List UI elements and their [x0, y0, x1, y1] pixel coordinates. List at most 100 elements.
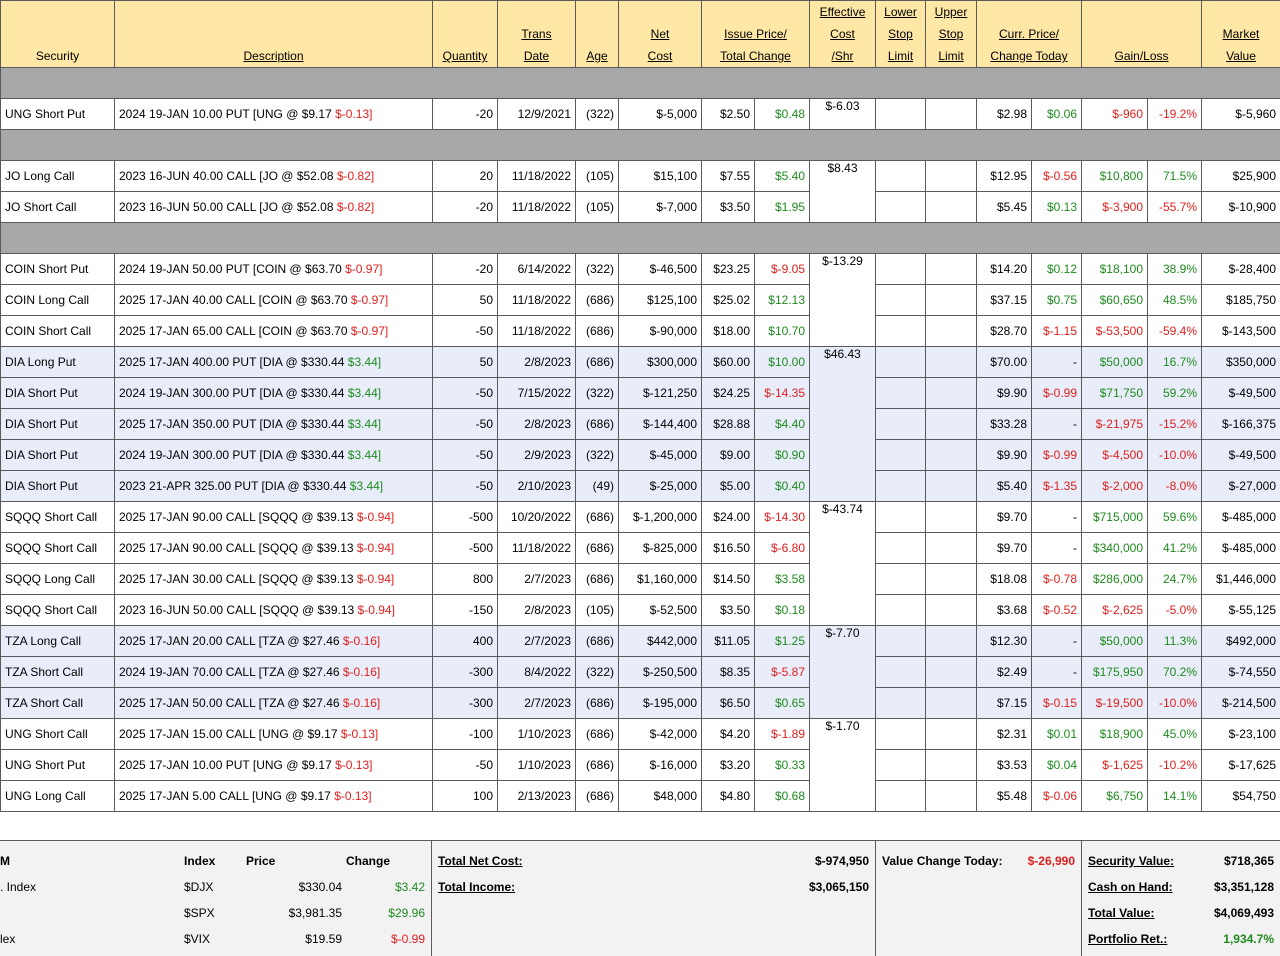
upper-stop-cell[interactable]	[926, 688, 977, 719]
quantity-cell: -50	[433, 378, 498, 409]
index-panel: M Index Price Change . Index $DJX $330.0…	[0, 841, 432, 956]
underlying-change: $-0.13]	[334, 789, 371, 803]
col-quantity[interactable]: Quantity	[433, 1, 498, 68]
description-text: 2025 17-JAN 400.00 PUT [DIA @ $330.44	[119, 355, 344, 369]
col-description[interactable]: Description	[115, 1, 433, 68]
upper-stop-cell[interactable]	[926, 192, 977, 223]
issue-price-cell: $16.50	[702, 533, 755, 564]
lower-stop-cell[interactable]	[876, 533, 926, 564]
upper-stop-cell[interactable]	[926, 533, 977, 564]
lower-stop-cell[interactable]	[876, 471, 926, 502]
security-value-label[interactable]: Security Value:	[1088, 848, 1174, 874]
current-price-cell: $5.40	[977, 471, 1032, 502]
gain-loss-cell: $-960	[1082, 99, 1148, 130]
upper-stop-cell[interactable]	[926, 316, 977, 347]
underlying-change: $-0.82]	[337, 200, 374, 214]
lower-stop-cell[interactable]	[876, 285, 926, 316]
age-cell: (686)	[576, 750, 619, 781]
upper-stop-cell[interactable]	[926, 502, 977, 533]
portfolio-return-label[interactable]: Portfolio Ret.:	[1088, 926, 1167, 952]
lower-stop-cell[interactable]	[876, 347, 926, 378]
lower-stop-cell[interactable]	[876, 626, 926, 657]
current-price-cell: $2.49	[977, 657, 1032, 688]
col-curr-price[interactable]: Curr. Price/Change Today	[977, 1, 1082, 68]
lower-stop-cell[interactable]	[876, 719, 926, 750]
description-cell: 2025 17-JAN 90.00 CALL [SQQQ @ $39.13 $-…	[115, 502, 433, 533]
col-age[interactable]: Age	[576, 1, 619, 68]
lower-stop-cell[interactable]	[876, 502, 926, 533]
current-price-cell: $3.68	[977, 595, 1032, 626]
upper-stop-cell[interactable]	[926, 378, 977, 409]
total-net-cost-label[interactable]: Total Net Cost:	[438, 848, 522, 874]
lower-stop-cell[interactable]	[876, 440, 926, 471]
upper-stop-cell[interactable]	[926, 719, 977, 750]
upper-stop-cell[interactable]	[926, 564, 977, 595]
net-cost-cell: $1,160,000	[619, 564, 702, 595]
lower-stop-cell[interactable]	[876, 688, 926, 719]
lower-stop-cell[interactable]	[876, 595, 926, 626]
current-price-cell: $37.15	[977, 285, 1032, 316]
lower-stop-cell[interactable]	[876, 192, 926, 223]
gain-loss-pct-cell: 48.5%	[1148, 285, 1202, 316]
gain-loss-pct-cell: 71.5%	[1148, 161, 1202, 192]
upper-stop-cell[interactable]	[926, 750, 977, 781]
lower-stop-cell[interactable]	[876, 657, 926, 688]
net-cost-cell: $-90,000	[619, 316, 702, 347]
lower-stop-cell[interactable]	[876, 378, 926, 409]
current-price-cell: $9.70	[977, 533, 1032, 564]
lower-stop-cell[interactable]	[876, 564, 926, 595]
upper-stop-cell[interactable]	[926, 440, 977, 471]
lower-stop-cell[interactable]	[876, 99, 926, 130]
net-cost-cell: $-1,200,000	[619, 502, 702, 533]
upper-stop-cell[interactable]	[926, 626, 977, 657]
upper-stop-cell[interactable]	[926, 409, 977, 440]
upper-stop-cell[interactable]	[926, 657, 977, 688]
security-cell: COIN Short Put	[1, 254, 115, 285]
lower-stop-cell[interactable]	[876, 254, 926, 285]
upper-stop-cell[interactable]	[926, 781, 977, 812]
total-income-label[interactable]: Total Income:	[438, 874, 515, 900]
age-cell: (105)	[576, 595, 619, 626]
gain-loss-cell: $50,000	[1082, 626, 1148, 657]
index-price: $3,981.35	[289, 900, 342, 926]
upper-stop-cell[interactable]	[926, 285, 977, 316]
issue-price-cell: $14.50	[702, 564, 755, 595]
upper-stop-cell[interactable]	[926, 99, 977, 130]
description-cell: 2024 19-JAN 300.00 PUT [DIA @ $330.44 $3…	[115, 378, 433, 409]
upper-stop-cell[interactable]	[926, 347, 977, 378]
underlying-change: $-0.94]	[357, 541, 394, 555]
upper-stop-cell[interactable]	[926, 471, 977, 502]
description-cell: 2025 17-JAN 350.00 PUT [DIA @ $330.44 $3…	[115, 409, 433, 440]
lower-stop-cell[interactable]	[876, 161, 926, 192]
trans-date-cell: 1/10/2023	[498, 719, 576, 750]
description-text: 2025 17-JAN 5.00 CALL [UNG @ $9.17	[119, 789, 331, 803]
index-change: $29.96	[388, 900, 425, 926]
total-change-cell: $1.95	[755, 192, 810, 223]
cash-label[interactable]: Cash on Hand:	[1088, 874, 1173, 900]
net-cost-cell: $-45,000	[619, 440, 702, 471]
upper-stop-cell[interactable]	[926, 595, 977, 626]
upper-stop-cell[interactable]	[926, 254, 977, 285]
lower-stop-cell[interactable]	[876, 750, 926, 781]
total-change-cell: $10.00	[755, 347, 810, 378]
total-change-cell: $0.65	[755, 688, 810, 719]
total-value-label[interactable]: Total Value:	[1088, 900, 1154, 926]
col-gain-loss[interactable]: Gain/Loss	[1082, 1, 1202, 68]
age-cell: (686)	[576, 533, 619, 564]
lower-stop-cell[interactable]	[876, 409, 926, 440]
upper-stop-cell[interactable]	[926, 161, 977, 192]
lower-stop-cell[interactable]	[876, 316, 926, 347]
market-value-cell: $-49,500	[1202, 378, 1280, 409]
quantity-cell: -50	[433, 409, 498, 440]
lower-stop-cell[interactable]	[876, 781, 926, 812]
net-cost-cell: $125,100	[619, 285, 702, 316]
col-issue-price[interactable]: Issue Price/Total Change	[702, 1, 810, 68]
issue-price-cell: $11.05	[702, 626, 755, 657]
